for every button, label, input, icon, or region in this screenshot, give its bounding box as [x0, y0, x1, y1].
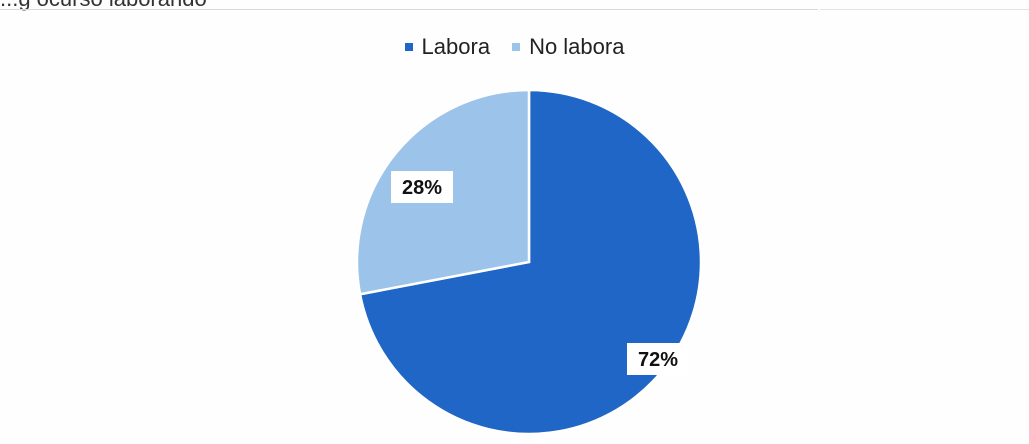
- divider-line: [0, 9, 818, 10]
- data-label-box: [627, 343, 689, 375]
- legend-swatch-labora: [404, 43, 413, 51]
- legend-item-labora: Labora: [404, 34, 491, 60]
- pie-data-labels: 72% 28%: [391, 171, 689, 375]
- data-label: 28%: [402, 177, 442, 199]
- chart-legend: Labora No labora: [0, 34, 1029, 60]
- legend-label-no-labora: No labora: [529, 34, 625, 59]
- legend-swatch-no-labora: [512, 43, 521, 51]
- pie-slices: [355, 88, 703, 436]
- legend-item-no-labora: No labora: [512, 34, 624, 60]
- data-label: 72%: [638, 349, 678, 371]
- divider-line-right: [820, 9, 1029, 10]
- chart-title-partial: ...g ocurso laborando: [0, 0, 207, 12]
- data-label-box: [391, 171, 453, 203]
- legend-label-labora: Labora: [421, 34, 491, 59]
